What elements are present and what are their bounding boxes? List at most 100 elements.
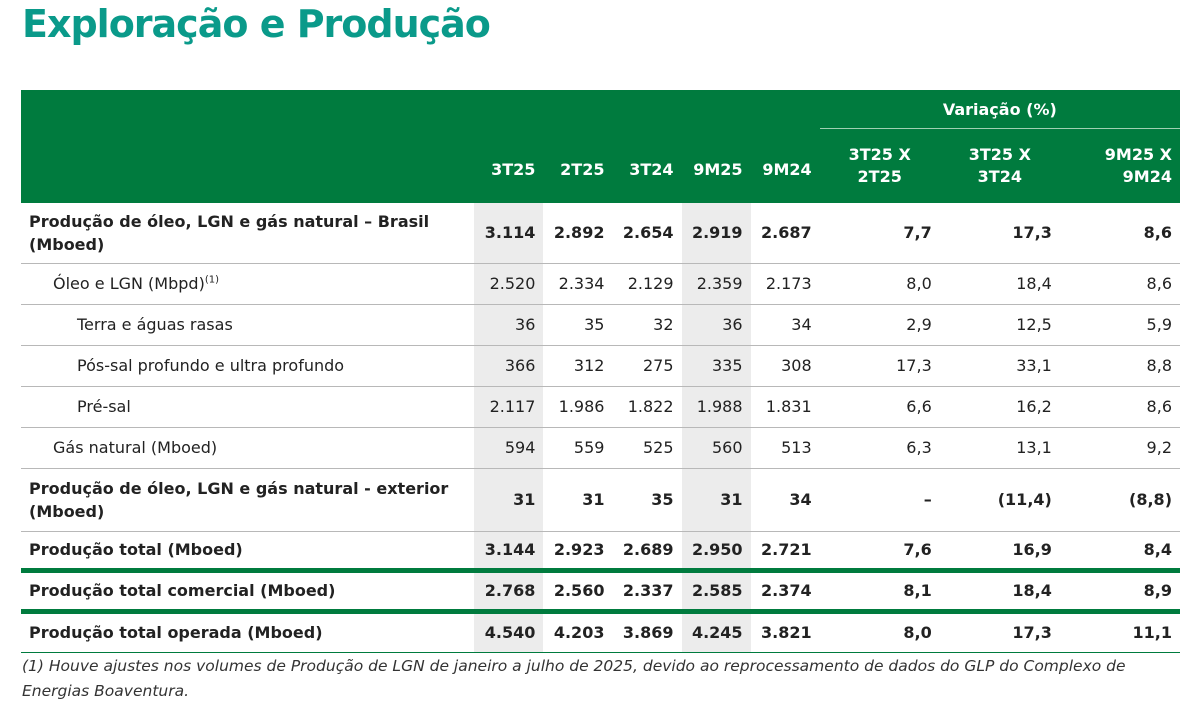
variation-cell-1: 12,5	[939, 304, 1060, 346]
value-cell-2t25: 559	[543, 427, 613, 469]
row-label: Pós-sal profundo e ultra profundo	[21, 345, 475, 387]
variation-cell-0: 6,6	[819, 386, 940, 428]
value-cell-9m24: 2.173	[750, 263, 820, 305]
row-label-text: Terra e águas rasas	[77, 315, 233, 334]
value-cell-9m25: 31	[681, 468, 751, 532]
column-header-3t24: 3T24	[612, 128, 682, 203]
row-label: Produção total operada (Mboed)	[21, 611, 475, 653]
variation-cell-2: 9,2	[1059, 427, 1180, 469]
variation-cell-1: 18,4	[939, 263, 1060, 305]
variation-cell-1: 16,9	[939, 531, 1060, 573]
value-cell-3t24: 275	[612, 345, 682, 387]
value-cell-9m25: 2.919	[681, 202, 751, 264]
value-cell-9m25: 2.359	[681, 263, 751, 305]
variation-cell-1: 17,3	[939, 611, 1060, 653]
variation-cell-0: 7,7	[819, 202, 940, 264]
value-cell-2t25: 2.923	[543, 531, 613, 573]
variation-cell-2: 8,8	[1059, 345, 1180, 387]
row-label-text: Produção total operada (Mboed)	[29, 623, 323, 642]
row-label: Produção total comercial (Mboed)	[21, 570, 475, 614]
value-cell-2t25: 312	[543, 345, 613, 387]
value-cell-9m25: 2.950	[681, 531, 751, 573]
variation-cell-0: –	[819, 468, 940, 532]
value-cell-2t25: 35	[543, 304, 613, 346]
header-spacer	[21, 90, 820, 129]
value-cell-9m25: 2.585	[681, 570, 751, 614]
value-cell-3t25: 3.144	[474, 531, 544, 573]
page-title: Exploração e Produção	[22, 2, 491, 46]
value-cell-9m24: 308	[750, 345, 820, 387]
row-label-text: Pós-sal profundo e ultra profundo	[77, 356, 345, 375]
row-producao-total: Produção total (Mboed) 3.144 2.923 2.689 2.9…	[21, 531, 1180, 573]
table-header: Variação (%) 3T25 2T25 3T24 9M25 9M24 3T…	[21, 90, 1180, 203]
row-label: Pré-sal	[21, 386, 475, 428]
value-cell-9m24: 513	[750, 427, 820, 469]
row-label-text: Produção de óleo, LGN e gás natural - ex…	[29, 478, 449, 521]
column-header-var-3t25-2t25: 3T25 X 2T25	[819, 128, 940, 203]
value-cell-9m24: 2.374	[750, 570, 820, 614]
column-header-2t25: 2T25	[543, 128, 613, 203]
variation-cell-1: (11,4)	[939, 468, 1060, 532]
variation-cell-1: 18,4	[939, 570, 1060, 614]
variation-group-header: Variação (%)	[819, 90, 1180, 129]
value-cell-3t25: 2.117	[474, 386, 544, 428]
variation-cell-0: 8,0	[819, 611, 940, 653]
column-header-var-3t25-3t24: 3T25 X 3T24	[939, 128, 1060, 203]
header-label-cell	[21, 128, 475, 203]
value-cell-3t25: 2.520	[474, 263, 544, 305]
table-body: Produção de óleo, LGN e gás natural – Br…	[21, 202, 1180, 653]
row-pre-sal: Pré-sal 2.117 1.986 1.822 1.988 1.831 6,6 16,2 8…	[21, 386, 1180, 428]
value-cell-3t25: 2.768	[474, 570, 544, 614]
value-cell-3t25: 31	[474, 468, 544, 532]
variation-cell-2: 5,9	[1059, 304, 1180, 346]
value-cell-2t25: 1.986	[543, 386, 613, 428]
row-label-text: Óleo e LGN (Mbpd)	[53, 274, 205, 293]
value-cell-2t25: 2.560	[543, 570, 613, 614]
variation-cell-2: 8,6	[1059, 202, 1180, 264]
row-oleo-lgn: Óleo e LGN (Mbpd)(1) 2.520 2.334 2.129 2.359…	[21, 263, 1180, 305]
value-cell-3t25: 4.540	[474, 611, 544, 653]
variation-cell-0: 8,0	[819, 263, 940, 305]
variation-cell-1: 17,3	[939, 202, 1060, 264]
value-cell-3t24: 3.869	[612, 611, 682, 653]
value-cell-2t25: 2.892	[543, 202, 613, 264]
value-cell-9m24: 3.821	[750, 611, 820, 653]
value-cell-3t24: 35	[612, 468, 682, 532]
footnote: (1) Houve ajustes nos volumes de Produçã…	[22, 657, 1126, 700]
column-header-3t25: 3T25	[474, 128, 544, 203]
row-label-text: Pré-sal	[77, 397, 131, 416]
value-cell-3t25: 366	[474, 345, 544, 387]
value-cell-3t25: 594	[474, 427, 544, 469]
row-terra-aguas-rasas: Terra e águas rasas 36 35 32 36 34 2,9 12,5 5,9	[21, 304, 1180, 346]
row-producao-brasil: Produção de óleo, LGN e gás natural – Br…	[21, 202, 1180, 264]
value-cell-9m24: 2.687	[750, 202, 820, 264]
row-label: Produção de óleo, LGN e gás natural - ex…	[21, 468, 475, 532]
row-label-text: Produção de óleo, LGN e gás natural – Br…	[29, 211, 430, 254]
variation-cell-2: 8,4	[1059, 531, 1180, 573]
value-cell-3t24: 2.337	[612, 570, 682, 614]
row-label: Produção total (Mboed)	[21, 531, 475, 573]
value-cell-3t24: 2.129	[612, 263, 682, 305]
row-label: Óleo e LGN (Mbpd)(1)	[21, 263, 475, 305]
value-cell-9m24: 34	[750, 468, 820, 532]
column-header-9m24: 9M24	[750, 128, 820, 203]
column-header-9m25: 9M25	[681, 128, 751, 203]
variation-cell-0: 8,1	[819, 570, 940, 614]
row-producao-total-comercial: Produção total comercial (Mboed) 2.768 2.5…	[21, 570, 1180, 614]
value-cell-9m24: 2.721	[750, 531, 820, 573]
value-cell-9m25: 36	[681, 304, 751, 346]
variation-cell-2: 11,1	[1059, 611, 1180, 653]
variation-cell-0: 7,6	[819, 531, 940, 573]
value-cell-9m25: 4.245	[681, 611, 751, 653]
value-cell-3t25: 3.114	[474, 202, 544, 264]
value-cell-2t25: 2.334	[543, 263, 613, 305]
value-cell-9m24: 1.831	[750, 386, 820, 428]
row-producao-exterior: Produção de óleo, LGN e gás natural - ex…	[21, 468, 1180, 532]
value-cell-9m24: 34	[750, 304, 820, 346]
row-producao-total-operada: Produção total operada (Mboed) 4.540 4.203…	[21, 611, 1180, 653]
footnote-marker: (1)	[204, 274, 219, 286]
row-label-text: Produção total comercial (Mboed)	[29, 581, 336, 600]
variation-cell-0: 17,3	[819, 345, 940, 387]
row-gas-natural: Gás natural (Mboed) 594 559 525 560 513 6,3 13,…	[21, 427, 1180, 469]
row-label: Gás natural (Mboed)	[21, 427, 475, 469]
